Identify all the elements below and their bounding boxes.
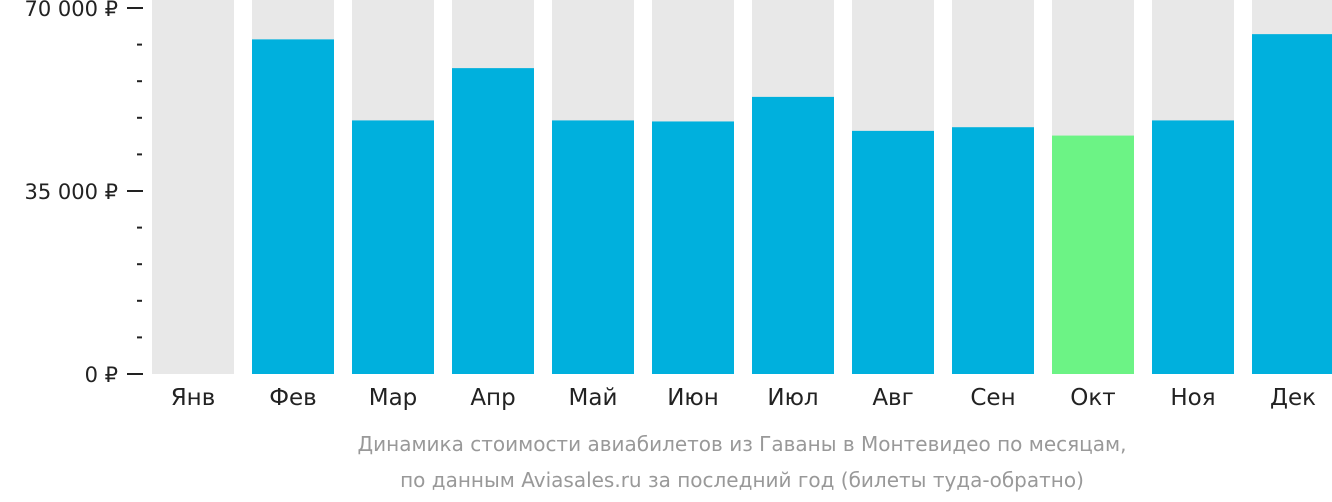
y-tick-label: 0 ₽ — [85, 363, 118, 387]
background-column — [152, 0, 234, 374]
x-tick-label: Авг — [872, 385, 913, 411]
x-tick-label: Май — [569, 385, 618, 411]
x-tick-label: Окт — [1070, 385, 1115, 411]
bar-6 — [652, 121, 734, 375]
bar-11 — [1152, 120, 1234, 375]
x-tick-label: Дек — [1270, 385, 1316, 411]
x-tick-label: Апр — [470, 385, 515, 411]
x-tick-label: Мар — [369, 385, 418, 411]
chart-caption-line-1: Динамика стоимости авиабилетов из Гаваны… — [357, 432, 1127, 456]
price-bar-chart: 0 ₽ 35 000 ₽ 70 000 ₽ Янв Фев Мар Апр Май Июн Ию… — [24, 0, 1332, 411]
x-axis-labels: Янв Фев Мар Апр Май Июн Июл Авг Сен Окт Ноя Дек — [171, 385, 1316, 411]
bars — [252, 34, 1332, 375]
bar-7 — [752, 96, 834, 374]
bar-5 — [552, 120, 634, 375]
bar-8 — [852, 130, 934, 374]
bar-3 — [352, 120, 434, 375]
x-tick-label: Янв — [171, 385, 216, 411]
x-tick-label: Фев — [269, 385, 317, 411]
bar-2 — [252, 39, 334, 374]
bar-4 — [452, 68, 534, 374]
bar-12 — [1252, 34, 1332, 375]
x-tick-label: Ноя — [1170, 385, 1215, 411]
x-tick-label: Июл — [767, 385, 818, 411]
bar-10 — [1052, 135, 1134, 374]
bar-9 — [952, 127, 1034, 374]
x-tick-label: Июн — [667, 385, 719, 411]
y-tick-label: 70 000 ₽ — [24, 0, 118, 21]
x-tick-label: Сен — [970, 385, 1015, 411]
chart-caption-line-2: по данным Aviasales.ru за последний год … — [400, 468, 1084, 492]
y-axis: 0 ₽ 35 000 ₽ 70 000 ₽ — [24, 0, 143, 387]
y-tick-label: 35 000 ₽ — [24, 180, 118, 204]
